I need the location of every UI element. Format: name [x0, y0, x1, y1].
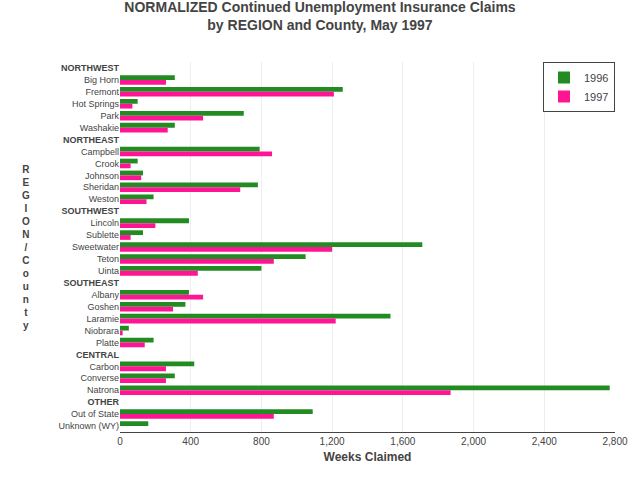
svg-text:Sheridan: Sheridan — [83, 182, 119, 192]
svg-text:Campbell: Campbell — [81, 147, 119, 157]
svg-text:Albany: Albany — [91, 290, 119, 300]
svg-text:Goshen: Goshen — [87, 302, 119, 312]
svg-text:1,200: 1,200 — [320, 436, 345, 447]
svg-text:Big Horn: Big Horn — [84, 75, 119, 85]
svg-text:2,800: 2,800 — [602, 436, 627, 447]
svg-text:Carbon: Carbon — [89, 362, 119, 372]
svg-text:400: 400 — [182, 436, 199, 447]
svg-text:Unknown (WY): Unknown (WY) — [58, 421, 119, 431]
svg-text:NORTHWEST: NORTHWEST — [61, 63, 119, 73]
svg-text:1,600: 1,600 — [390, 436, 415, 447]
svg-text:Platte: Platte — [96, 338, 119, 348]
svg-text:Out of State: Out of State — [71, 409, 119, 419]
svg-text:Natrona: Natrona — [87, 385, 119, 395]
svg-text:Washakie: Washakie — [80, 123, 119, 133]
svg-text:2,000: 2,000 — [461, 436, 486, 447]
svg-text:Sweetwater: Sweetwater — [72, 242, 119, 252]
svg-text:NORMALIZED Continued Unemploym: NORMALIZED Continued Unemployment Insura… — [124, 0, 515, 33]
svg-text:800: 800 — [253, 436, 270, 447]
svg-text:Niobrara: Niobrara — [84, 326, 119, 336]
svg-text:Uinta: Uinta — [98, 266, 119, 276]
svg-text:Hot Springs: Hot Springs — [72, 99, 120, 109]
svg-text:Sublette: Sublette — [86, 230, 119, 240]
svg-text:Weeks Claimed: Weeks Claimed — [324, 450, 412, 464]
svg-text:1996: 1996 — [584, 72, 608, 84]
svg-text:Weston: Weston — [89, 194, 119, 204]
svg-text:Johnson: Johnson — [85, 171, 119, 181]
svg-text:NORTHEAST: NORTHEAST — [63, 135, 120, 145]
svg-text:SOUTHEAST: SOUTHEAST — [63, 278, 119, 288]
svg-text:1997: 1997 — [584, 91, 608, 103]
svg-text:SOUTHWEST: SOUTHWEST — [62, 206, 120, 216]
svg-text:Lincoln: Lincoln — [90, 218, 119, 228]
svg-text:Teton: Teton — [97, 254, 119, 264]
svg-text:Converse: Converse — [80, 373, 119, 383]
svg-text:Fremont: Fremont — [85, 87, 119, 97]
svg-text:CENTRAL: CENTRAL — [76, 350, 119, 360]
svg-text:2,400: 2,400 — [532, 436, 557, 447]
svg-text:REGION/County: REGION/County — [22, 164, 30, 331]
svg-text:Laramie: Laramie — [86, 314, 119, 324]
svg-text:OTHER: OTHER — [88, 397, 120, 407]
svg-text:Crook: Crook — [95, 159, 120, 169]
svg-text:Park: Park — [100, 111, 119, 121]
svg-text:0: 0 — [117, 436, 123, 447]
